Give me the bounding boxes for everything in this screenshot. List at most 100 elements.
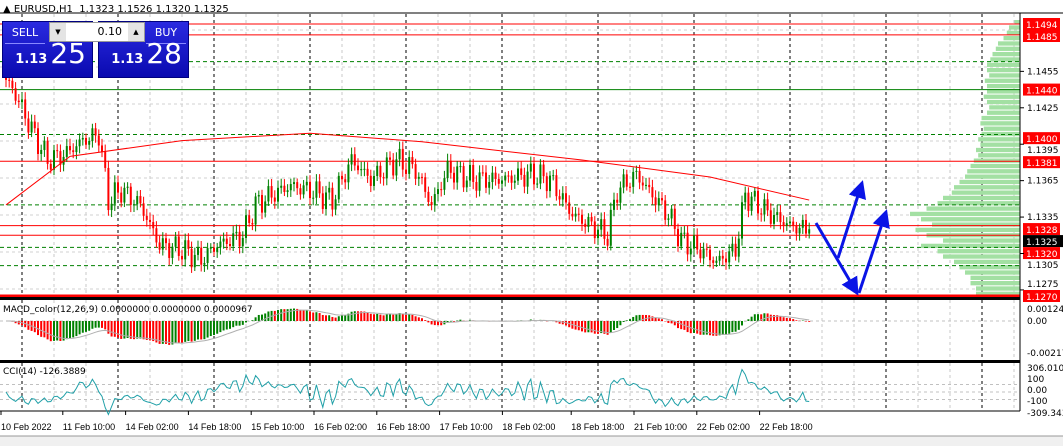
candle-body	[155, 228, 158, 243]
candle-body	[705, 248, 708, 250]
macd-bar	[763, 313, 766, 321]
volume-profile-bar	[943, 254, 1020, 259]
volume-profile-bar	[984, 78, 1020, 83]
macd-bar	[123, 321, 126, 339]
macd-bar	[673, 321, 676, 326]
price-level-tag	[1023, 18, 1060, 30]
candle-body	[289, 184, 292, 191]
candle-body	[136, 196, 139, 205]
candle-body	[795, 225, 798, 234]
macd-bar	[203, 321, 206, 340]
candle-body	[648, 184, 651, 188]
candle-body	[81, 138, 84, 140]
candle-body	[30, 121, 33, 133]
candle-body	[216, 247, 219, 252]
macd-bar	[27, 321, 30, 330]
macd-bar	[126, 321, 129, 339]
price-level-tag	[1023, 30, 1060, 42]
volume-profile-bar	[959, 179, 1020, 185]
candle-body	[222, 238, 225, 242]
macd-bar	[318, 313, 321, 321]
volume-profile-bar	[959, 265, 1020, 270]
candle-body	[613, 199, 615, 210]
candle-body	[702, 248, 705, 259]
lot-increase-button[interactable]: ▲	[128, 23, 144, 41]
macd-bar	[120, 321, 123, 339]
buy-label: BUY	[146, 23, 186, 44]
candle-body	[469, 164, 471, 181]
lot-value[interactable]: 0.10	[97, 25, 123, 38]
macd-bar	[40, 321, 43, 337]
candle-body	[533, 163, 535, 185]
volume-profile-bar	[943, 195, 1020, 201]
macd-bar	[357, 311, 359, 321]
macd-bar	[337, 316, 340, 321]
candle-body	[782, 222, 785, 226]
candle-body	[129, 186, 132, 205]
candle-body	[715, 260, 718, 263]
volume-profile-bar	[1006, 30, 1020, 35]
macd-bar	[421, 318, 423, 321]
macd-bar	[389, 313, 391, 321]
macd-bar	[181, 321, 183, 344]
price-axis-label: 1.1305	[1027, 261, 1059, 271]
time-axis-label: 22 Feb 18:00	[760, 422, 813, 432]
candle-body	[197, 247, 199, 255]
macd-bar	[133, 321, 135, 340]
candle-body	[235, 231, 238, 234]
macd-bar	[91, 321, 94, 329]
time-axis-label: 14 Feb 02:00	[126, 422, 179, 432]
macd-bar	[283, 309, 286, 321]
candle-body	[549, 175, 551, 192]
candle-body	[27, 118, 30, 133]
macd-bar	[760, 314, 763, 321]
candle-body	[209, 247, 212, 249]
candle-body	[808, 229, 811, 234]
macd-bar	[702, 321, 705, 335]
candle-body	[88, 140, 91, 145]
lot-size-input[interactable]: ▼ 0.10 ▲	[49, 22, 145, 42]
macd-bar	[446, 321, 449, 323]
candle-body	[37, 128, 39, 154]
macd-bar	[200, 321, 203, 340]
macd-bar	[600, 321, 603, 334]
candle-body	[587, 216, 590, 227]
macd-bar	[747, 319, 750, 321]
sell-price-prefix: 1.13	[15, 52, 48, 67]
candle-body	[421, 176, 423, 178]
candle-body	[193, 254, 196, 268]
candle-body	[392, 159, 395, 176]
macd-bar	[184, 321, 187, 342]
macd-bar	[315, 312, 318, 321]
candle-body	[763, 199, 766, 215]
candle-body	[203, 263, 206, 265]
candle-body	[325, 192, 327, 210]
current-price-tag	[1023, 235, 1063, 248]
macd-bar	[750, 316, 753, 321]
price-level-tag	[1023, 83, 1060, 96]
candle-body	[725, 258, 727, 263]
macd-bar	[773, 315, 775, 321]
macd-bar	[667, 321, 670, 323]
buy-button[interactable]: BUY 1.13 28	[98, 21, 189, 78]
candle-body	[405, 169, 407, 174]
macd-bar	[654, 317, 657, 321]
macd-bar	[392, 314, 395, 321]
candle-body	[366, 168, 369, 176]
candle-body	[408, 157, 411, 174]
candle-body	[638, 170, 641, 183]
collapse-icon[interactable]: ▲	[3, 4, 14, 15]
macd-bar	[43, 321, 46, 338]
candle-body	[523, 174, 526, 187]
candle-body	[133, 204, 135, 206]
candle-body	[526, 171, 529, 187]
candle-body	[184, 240, 187, 260]
candle-body	[283, 185, 286, 193]
lot-decrease-button[interactable]: ▼	[50, 23, 66, 41]
macd-bar	[408, 314, 411, 321]
macd-bar	[606, 321, 609, 335]
candle-body	[286, 190, 289, 193]
macd-bar	[174, 321, 177, 344]
candle-body	[344, 179, 347, 183]
